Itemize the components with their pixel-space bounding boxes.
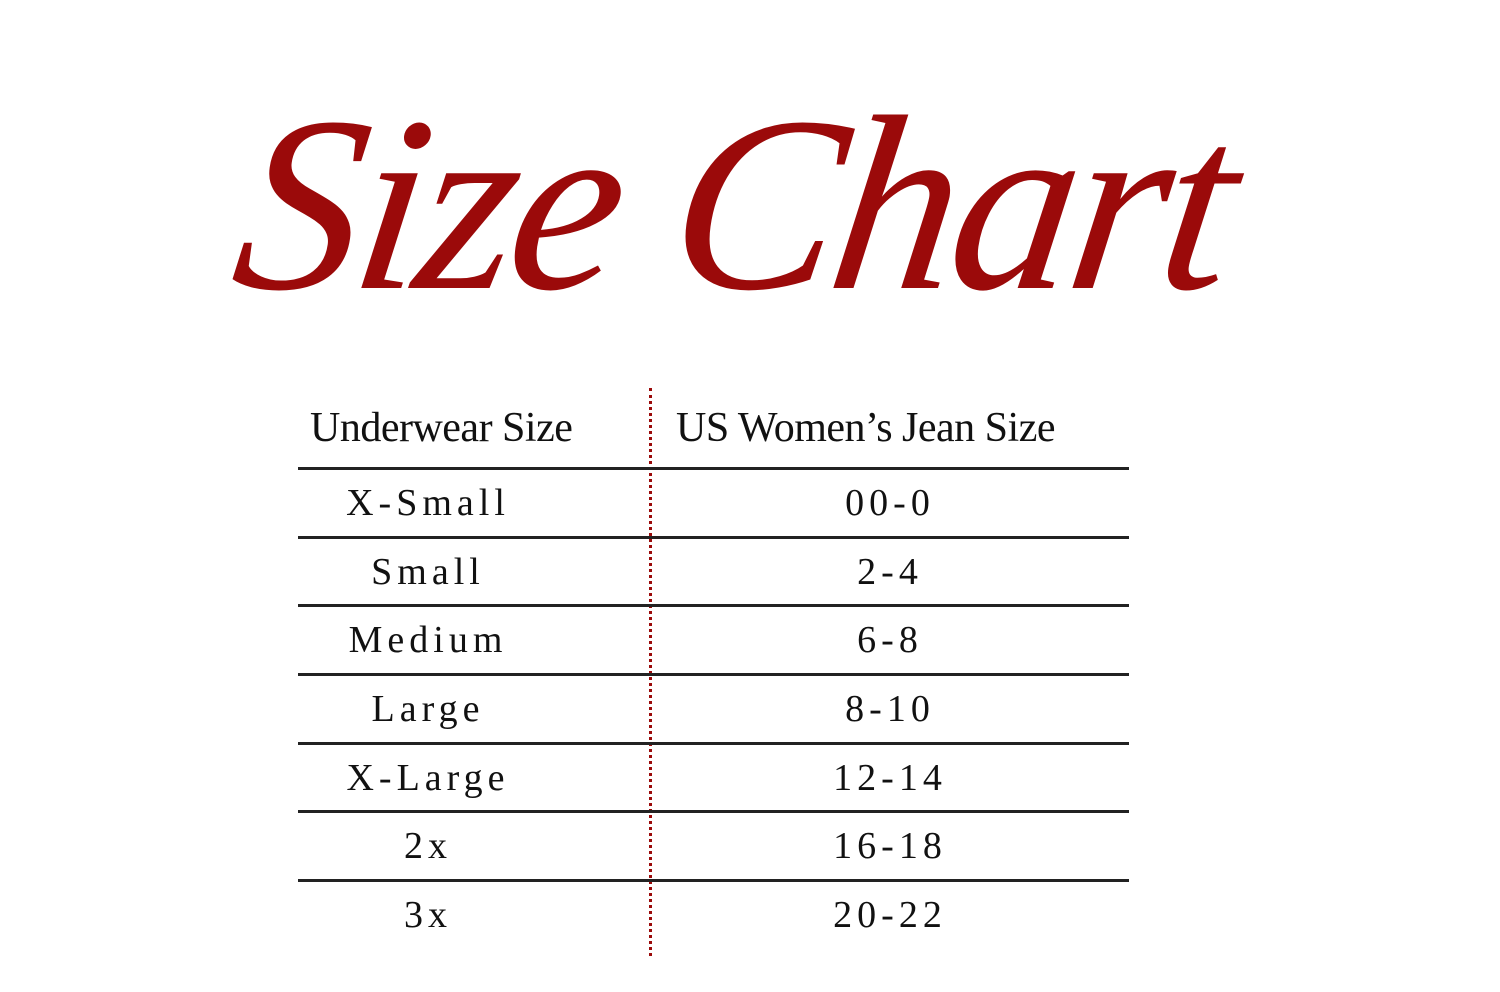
jean-size-cell: 16-18 bbox=[833, 825, 947, 867]
jean-size-cell: 6-8 bbox=[857, 619, 923, 661]
underwear-size-cell: 2x bbox=[404, 825, 452, 867]
row-divider bbox=[298, 604, 1129, 607]
row-divider bbox=[298, 467, 1129, 470]
table-row: 2x 16-18 bbox=[298, 813, 1129, 881]
table-row: Large 8-10 bbox=[298, 676, 1129, 744]
underwear-size-cell: X-Large bbox=[346, 757, 510, 799]
row-divider bbox=[298, 810, 1129, 813]
row-divider bbox=[298, 536, 1129, 539]
jean-size-cell: 12-14 bbox=[833, 757, 947, 799]
row-divider bbox=[298, 879, 1129, 882]
jean-size-cell: 2-4 bbox=[857, 551, 923, 593]
row-divider bbox=[298, 673, 1129, 676]
table-row: Medium 6-8 bbox=[298, 607, 1129, 675]
underwear-size-cell: Large bbox=[371, 688, 485, 730]
table-row: X-Large 12-14 bbox=[298, 745, 1129, 813]
page-title: Size Chart bbox=[220, 66, 1249, 343]
column-divider bbox=[649, 388, 652, 956]
underwear-size-cell: X-Small bbox=[346, 482, 510, 524]
underwear-size-cell: 3x bbox=[404, 894, 452, 936]
underwear-size-cell: Medium bbox=[348, 619, 508, 661]
underwear-size-cell: Small bbox=[371, 551, 485, 593]
jean-size-cell: 20-22 bbox=[833, 894, 947, 936]
header-underwear-size: Underwear Size bbox=[310, 405, 573, 451]
table-row: 3x 20-22 bbox=[298, 882, 1129, 950]
jean-size-cell: 8-10 bbox=[845, 688, 935, 730]
table-row: Small 2-4 bbox=[298, 539, 1129, 607]
jean-size-cell: 00-0 bbox=[845, 482, 935, 524]
table-row: X-Small 00-0 bbox=[298, 470, 1129, 538]
header-jean-size: US Women’s Jean Size bbox=[676, 405, 1055, 451]
row-divider bbox=[298, 742, 1129, 745]
